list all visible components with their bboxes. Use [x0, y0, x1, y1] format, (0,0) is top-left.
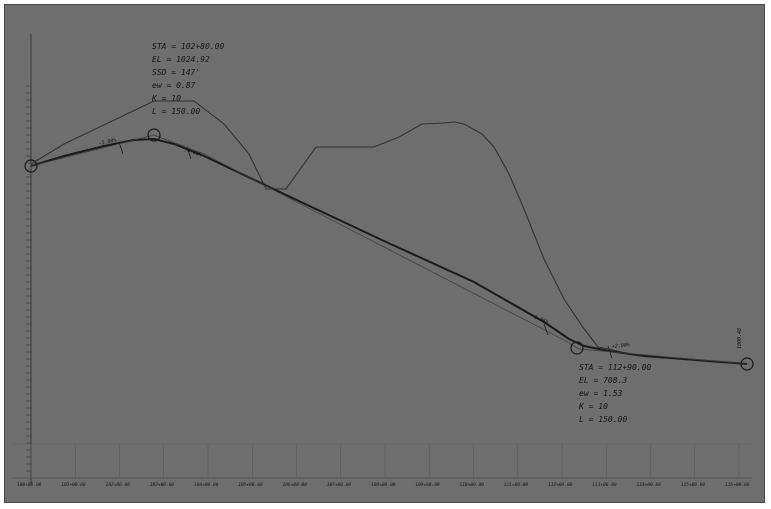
elevation-ticks	[26, 85, 31, 472]
existing-ground-line	[30, 100, 630, 355]
station-label: 110+00.00	[460, 482, 485, 488]
station-ticks	[30, 444, 740, 478]
curve-marker	[543, 323, 549, 336]
station-label: 112+00.00	[548, 482, 573, 488]
grade-label: -5.00%	[98, 137, 117, 147]
pvi-bottom-circle	[570, 341, 584, 355]
tangent-line	[30, 134, 748, 365]
pvi-bottom-annotation: STA = 112+90.00 EL = 708.3 ew = 1.53 K =…	[578, 363, 651, 424]
elevation-axis	[26, 34, 32, 484]
station-label: 115+00.00	[681, 482, 706, 488]
pvi-bottom-line: K = 10	[578, 402, 608, 411]
station-label: 107+00.00	[327, 482, 352, 488]
station-label: 106+00.00	[283, 482, 308, 488]
station-label: 109+00.00	[415, 482, 440, 488]
station-label: 103+00.00	[150, 482, 175, 488]
pvi-top-line: EL = 1024.92	[152, 55, 210, 64]
curve-marker	[607, 345, 613, 359]
station-labels: 100+00.00 101+00.00 102+00.00 103+00.00 104+…	[17, 482, 750, 488]
station-label: 104+00.00	[194, 482, 219, 488]
end-elevation-label: 1000.48	[737, 328, 743, 349]
pvi-start-circle	[24, 159, 38, 173]
grade-label: -4.86%	[183, 147, 202, 158]
station-label: 101+00.00	[61, 482, 86, 488]
pvi-top-circle	[147, 128, 161, 142]
station-label: 102+00.00	[106, 482, 131, 488]
curve-marker	[186, 146, 192, 160]
station-label: 100+00.00	[17, 482, 42, 488]
curve-marker	[118, 141, 124, 155]
pvi-top-annotation: STA = 102+80.00 EL = 1024.92 SSD = 147' …	[151, 42, 224, 116]
station-label: 114+00.00	[637, 482, 662, 488]
pvi-end-circle	[740, 357, 754, 371]
pvi-top-line: L = 150.00	[152, 107, 200, 116]
proposed-profile-line	[30, 137, 748, 365]
pvi-bottom-line: L = 150.00	[579, 415, 627, 424]
pvi-top-line: STA = 102+80.00	[152, 42, 224, 51]
station-band	[12, 443, 752, 479]
station-label: 105+00.00	[238, 482, 263, 488]
pvi-bottom-line: EL = 708.3	[579, 376, 627, 385]
pvi-top-line: K = 10	[151, 94, 181, 103]
pvi-top-line: ew = 0.87	[152, 81, 196, 90]
road-profile-drawing: -5.00% -4.86% -8.86% +2.00% STA = 102+80…	[12, 34, 754, 488]
drawing-frame	[4, 4, 765, 503]
station-label: 113+00.00	[592, 482, 617, 488]
grade-label: +2.00%	[612, 342, 631, 350]
pvi-bottom-line: STA = 112+90.00	[579, 363, 651, 372]
station-label: 111+00.00	[504, 482, 529, 488]
station-label: 108+00.00	[371, 482, 396, 488]
pvi-top-line: SSD = 147'	[152, 68, 200, 77]
station-label: 116+00.00	[725, 482, 750, 488]
curve-markers	[118, 141, 613, 359]
pvi-bottom-line: ew = 1.53	[579, 389, 623, 398]
